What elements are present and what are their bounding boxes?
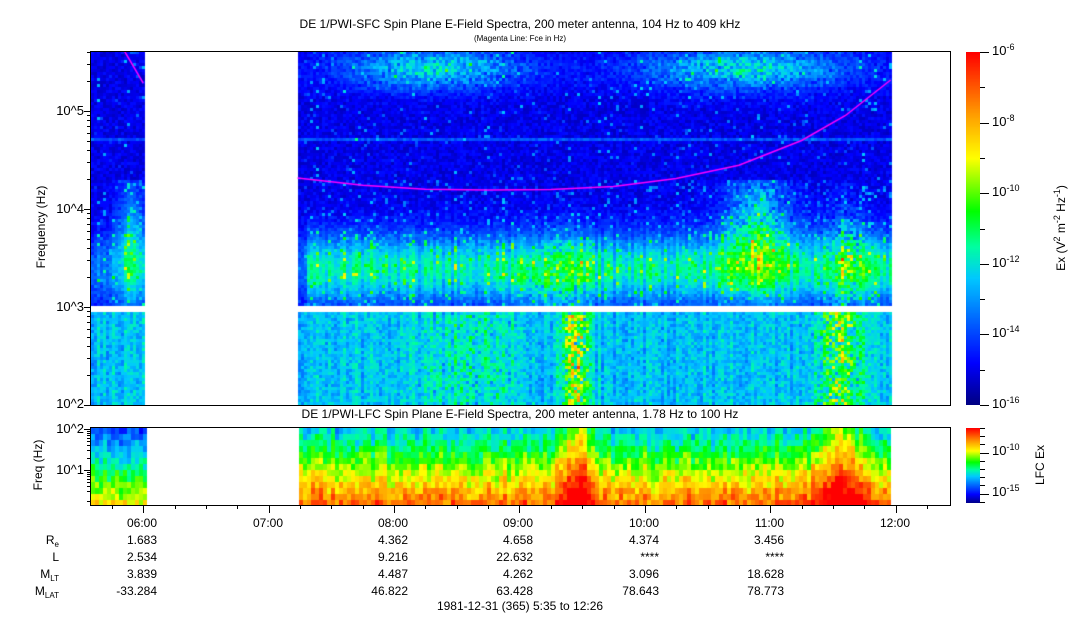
y-tick-label: 10^2 [56,396,84,411]
sfc-spectrogram [91,51,951,405]
row-value: 46.822 [371,584,408,598]
lfc-colorbar [966,428,980,503]
row-value: 4.262 [502,567,533,581]
time-range-footer: 1981-12-31 (365) 5:35 to 12:26 [436,599,604,613]
row-value: 18.628 [747,567,784,581]
x-tick-label: 09:00 [502,516,533,530]
sfc-y-label: Frequency (Hz) [34,185,48,269]
x-tick-label: 07:00 [252,516,283,530]
row-value: 3.456 [753,533,784,547]
row-value: 2.534 [126,550,157,564]
lfc-plot-frame [90,427,951,506]
lfc-y-label: Freq (Hz) [31,439,45,491]
row-value: 78.643 [622,584,659,598]
lfc-colorbar-tick-label: 10-15 [992,483,1020,499]
colorbar-tick-label: 10-14 [992,324,1020,341]
colorbar-tick-label: 10-10 [992,183,1020,200]
row-value: 3.839 [126,567,157,581]
colorbar-tick-label: 10-6 [992,42,1015,58]
x-tick-label: 06:00 [126,516,157,530]
sfc-colorbar [966,52,980,405]
row-label: MLT [40,567,59,583]
sfc-colorbar-label: Ex (V2 m-2 Hz-1) [1052,185,1068,271]
row-value: 9.216 [377,550,408,564]
row-value: 1.683 [126,533,157,547]
row-value: **** [765,550,784,564]
row-value: 4.362 [377,533,408,547]
y-tick-label: 10^4 [56,201,84,216]
row-value: 22.632 [496,550,533,564]
row-value: 4.658 [502,533,533,547]
row-value: 63.428 [496,584,533,598]
x-tick-label: 10:00 [628,516,659,530]
x-tick-label: 12:00 [879,516,910,530]
lfc-colorbar-label: LFC Ex [1033,445,1047,486]
x-tick-label: 08:00 [377,516,408,530]
y-tick-label: 10^5 [56,103,84,118]
lfc-spectrogram [91,428,951,505]
sfc-title: DE 1/PWI-SFC Spin Plane E-Field Spectra,… [299,17,741,31]
row-value: **** [640,550,659,564]
lfc-y-tick-label: 10^2 [56,421,84,436]
row-label: Re [45,533,59,549]
lfc-title: DE 1/PWI-LFC Spin Plane E-Field Spectra,… [301,407,739,421]
row-value: 4.487 [377,567,408,581]
y-tick-label: 10^3 [56,299,84,314]
row-value: 3.096 [628,567,659,581]
row-value: -33.284 [116,584,157,598]
colorbar-tick-label: 10-8 [992,112,1015,129]
sfc-subtitle: (Magenta Line: Fce in Hz) [473,34,567,43]
colorbar-tick-label: 10-16 [992,395,1020,411]
lfc-colorbar-tick-label: 10-10 [992,442,1020,458]
row-value: 78.773 [747,584,784,598]
x-tick-label: 11:00 [754,516,784,530]
row-value: 4.374 [628,533,659,547]
row-label: MLAT [34,584,59,600]
colorbar-tick-label: 10-12 [992,253,1020,270]
lfc-y-tick-label: 10^1 [56,462,84,477]
sfc-plot-frame [90,51,951,406]
row-label: L [52,550,59,564]
